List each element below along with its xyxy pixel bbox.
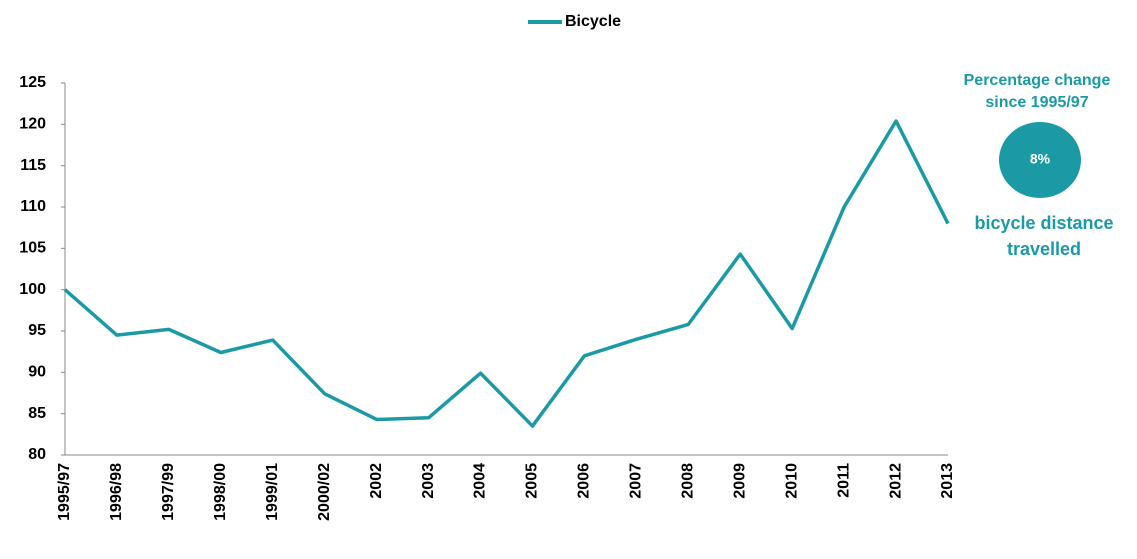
legend-label: Bicycle <box>565 13 621 30</box>
data-line <box>63 119 950 428</box>
y-tick-label: 90 <box>28 364 46 381</box>
x-tick-label: 2003 <box>420 463 437 499</box>
x-tick-label: 2002 <box>368 463 385 499</box>
x-tick-label: 2009 <box>731 463 748 499</box>
x-tick-label: 2008 <box>680 463 697 499</box>
y-tick-label: 105 <box>19 240 46 257</box>
x-tick-label: 1999/01 <box>264 463 281 521</box>
x-tick-label: 2007 <box>628 463 645 499</box>
annotation-value: 8% <box>1030 151 1051 167</box>
x-tick-label: 2010 <box>783 463 800 499</box>
x-tick-label: 2004 <box>472 463 489 499</box>
x-tick-label: 2013 <box>939 463 956 499</box>
x-tick-label: 1996/98 <box>108 463 125 521</box>
y-tick-label: 80 <box>28 446 46 463</box>
y-tick-label: 100 <box>19 281 46 298</box>
annotation-title: Percentage change <box>964 72 1111 89</box>
y-tick-label: 125 <box>19 74 46 91</box>
y-tick-label: 85 <box>28 405 46 422</box>
y-tick-label: 120 <box>19 116 46 133</box>
x-tick-label: 2005 <box>524 463 541 499</box>
x-tick-label: 2011 <box>835 463 852 498</box>
x-tick-label: 2000/02 <box>316 463 333 521</box>
x-tick-label: 1998/00 <box>212 463 229 521</box>
annotation-title: since 1995/97 <box>985 94 1088 111</box>
y-tick-label: 95 <box>28 322 46 339</box>
x-tick-label: 2012 <box>887 463 904 499</box>
annotation-caption: travelled <box>1007 239 1081 259</box>
y-tick-label: 115 <box>20 157 46 174</box>
annotation-circle <box>999 122 1081 198</box>
y-tick-label: 110 <box>20 198 46 215</box>
x-tick-label: 1995/97 <box>56 463 73 521</box>
x-tick-label: 1997/99 <box>160 463 177 521</box>
x-tick-label: 2006 <box>576 463 593 499</box>
annotation-caption: bicycle distance <box>974 213 1113 233</box>
